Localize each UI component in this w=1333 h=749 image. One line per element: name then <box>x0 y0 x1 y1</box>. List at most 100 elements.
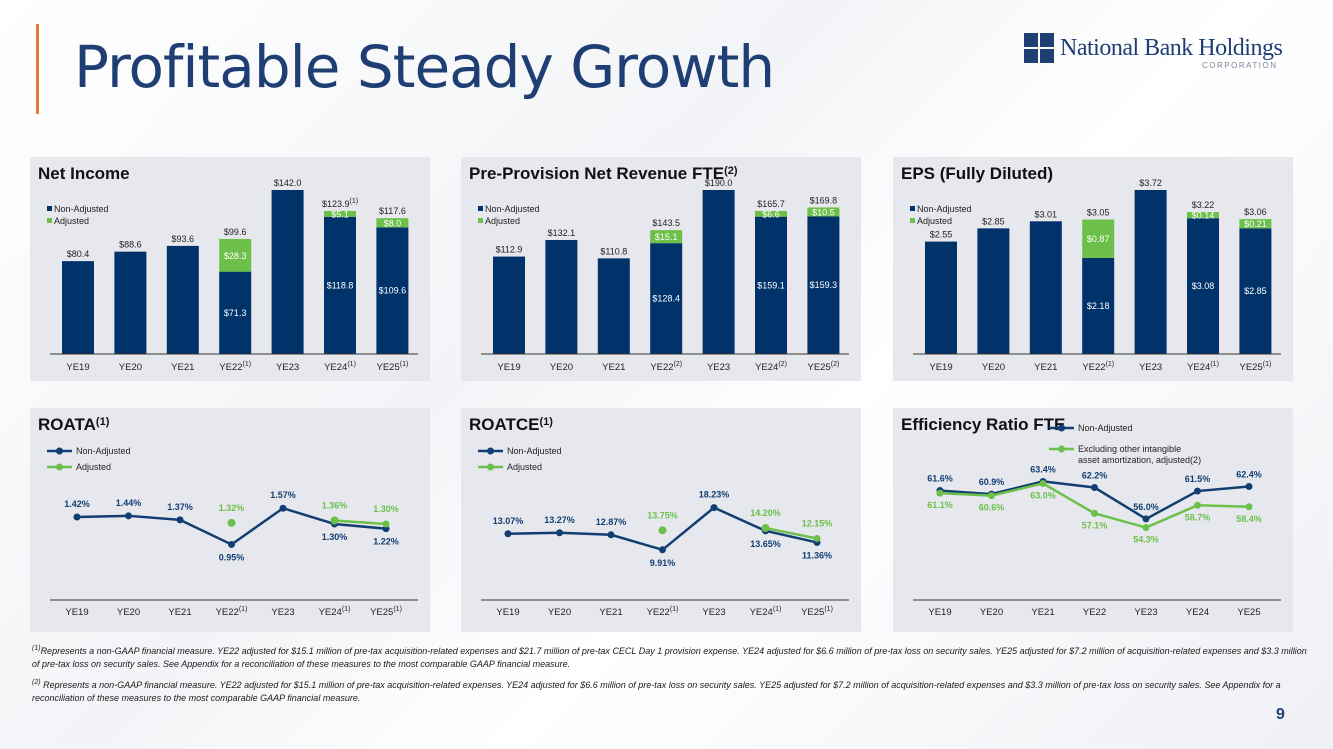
bar-non-adjusted <box>755 216 787 354</box>
x-tick-label: YE21 <box>599 607 622 618</box>
x-tick-label: YE25(2) <box>807 361 839 373</box>
efficiency-chart: Efficiency Ratio FTE Non-Adjusted Excludin… <box>901 415 1281 618</box>
point-adjusted <box>761 524 770 533</box>
bar-total-label: $142.0 <box>274 178 302 188</box>
point-label-adjusted: 63.0% <box>1030 490 1056 500</box>
point-adjusted <box>1245 503 1253 511</box>
bar-adjusted <box>807 207 840 217</box>
bar-total-label: $132.1 <box>548 228 576 238</box>
bar-non-adjusted <box>219 271 252 354</box>
bar-label-adjusted: $0.87 <box>1087 234 1110 244</box>
point-label-non-adjusted: 0.95% <box>219 552 245 562</box>
point-label-non-adjusted: 62.4% <box>1236 470 1262 480</box>
point-non-adjusted <box>73 513 81 521</box>
x-tick-label: YE25(1) <box>376 361 408 373</box>
bar-label-adjusted: $0.14 <box>1192 211 1215 221</box>
point-non-adjusted <box>710 504 718 512</box>
legend-marker-non-adjusted <box>1058 424 1065 432</box>
x-tick-label: YE20 <box>980 607 1003 618</box>
point-non-adjusted <box>504 530 512 538</box>
x-tick-label: YE24(1) <box>324 361 356 373</box>
legend-label: Adjusted <box>507 462 542 472</box>
x-tick-label: YE23 <box>271 607 294 618</box>
bar-total-label: $93.6 <box>172 234 195 244</box>
bar-adjusted <box>324 210 356 217</box>
point-label-adjusted: 61.1% <box>927 500 953 510</box>
point-label-non-adjusted: 63.4% <box>1030 464 1056 474</box>
bar-non-adjusted <box>807 216 840 354</box>
point-label-adjusted: 1.32% <box>219 503 245 513</box>
x-tick-label: YE19 <box>496 607 519 618</box>
bar-total-label: $3.22 <box>1192 200 1215 210</box>
x-tick-label: YE24(1) <box>319 606 351 618</box>
net-income-chart: Net Income Non-Adjusted Adjusted $80.4 $88.6… <box>38 164 418 373</box>
legend-label: Adjusted <box>54 216 89 226</box>
bar-non-adjusted <box>545 239 578 354</box>
bar-non-adjusted <box>925 241 957 354</box>
bar-total-label: $3.06 <box>1244 207 1267 217</box>
point-label-non-adjusted: 18.23% <box>699 490 730 500</box>
point-label-non-adjusted: 62.2% <box>1082 471 1108 481</box>
point-adjusted <box>813 534 821 542</box>
point-label-non-adjusted: 11.36% <box>802 550 832 560</box>
x-tick-label: YE23 <box>707 362 730 373</box>
title-accent-bar <box>36 24 39 114</box>
x-tick-label: YE24(1) <box>750 606 782 618</box>
point-label-adjusted: 58.4% <box>1236 514 1262 524</box>
chart-title: Net Income <box>38 164 130 183</box>
point-label-adjusted: 12.15% <box>802 518 833 528</box>
point-label-adjusted: 57.1% <box>1082 520 1108 530</box>
x-tick-label: YE22 <box>1083 607 1106 618</box>
bar-total-label: $123.9(1) <box>322 198 358 209</box>
footnote-2: (2) Represents a non-GAAP financial meas… <box>32 676 1307 705</box>
point-label-non-adjusted: 1.42% <box>64 499 90 509</box>
point-non-adjusted <box>279 504 287 512</box>
x-tick-label: YE19 <box>65 607 88 618</box>
x-tick-label: YE20 <box>982 362 1005 373</box>
legend-swatch-adjusted <box>478 218 483 223</box>
point-label-non-adjusted: 61.5% <box>1185 474 1211 484</box>
point-non-adjusted <box>659 546 666 554</box>
point-label-non-adjusted: 1.44% <box>116 498 142 508</box>
bar-label-non-adjusted: $71.3 <box>224 308 247 318</box>
x-tick-label: YE23 <box>702 607 725 618</box>
x-tick-label: YE22(1) <box>216 606 248 618</box>
point-adjusted <box>1091 509 1098 517</box>
legend-label: Adjusted <box>917 216 952 226</box>
bar-label-adjusted: $6.6 <box>762 209 780 219</box>
legend-label: Adjusted <box>485 216 520 226</box>
line-adjusted <box>334 519 387 526</box>
point-non-adjusted <box>125 512 132 520</box>
bar-non-adjusted <box>62 261 94 354</box>
bar-label-adjusted: $28.3 <box>224 251 247 261</box>
x-tick-label: YE20 <box>550 362 573 373</box>
bar-non-adjusted <box>1082 257 1115 354</box>
x-tick-label: YE19 <box>928 607 951 618</box>
x-tick-label: YE21 <box>1034 362 1057 373</box>
point-label-non-adjusted: 1.57% <box>270 490 296 500</box>
panel-eps: EPS (Fully Diluted) Non-Adjusted Adjusted $… <box>893 157 1293 381</box>
panel-ppnr: Pre-Provision Net Revenue FTE(2) Non-Adju… <box>461 157 861 381</box>
bar-label-adjusted: $15.1 <box>655 232 678 242</box>
point-adjusted <box>1194 501 1201 509</box>
legend-swatch-adjusted <box>47 218 52 223</box>
ppnr-chart: Pre-Provision Net Revenue FTE(2) Non-Adju… <box>469 164 849 373</box>
panel-efficiency: Efficiency Ratio FTE Non-Adjusted Excludin… <box>893 408 1293 632</box>
bar-label-non-adjusted: $118.8 <box>327 280 354 290</box>
point-label-non-adjusted: 60.9% <box>979 477 1005 487</box>
bar-total-label: $3.05 <box>1087 208 1110 218</box>
x-tick-label: YE25(1) <box>801 606 833 618</box>
point-non-adjusted <box>607 531 615 539</box>
bar-adjusted <box>1082 219 1115 258</box>
footnote-2-marker: (2) <box>32 679 41 686</box>
bar-adjusted <box>755 210 787 217</box>
chart-title: EPS (Fully Diluted) <box>901 164 1053 183</box>
point-non-adjusted <box>228 540 235 548</box>
legend-swatch-non-adjusted <box>47 206 52 211</box>
bar-adjusted <box>219 238 252 272</box>
point-label-non-adjusted: 13.27% <box>544 515 575 525</box>
bar-total-label: $3.72 <box>1139 178 1162 188</box>
legend-label: Non-Adjusted <box>507 446 562 456</box>
legend-label: Excluding other intangible <box>1078 444 1181 454</box>
x-tick-label: YE22(1) <box>219 361 251 373</box>
